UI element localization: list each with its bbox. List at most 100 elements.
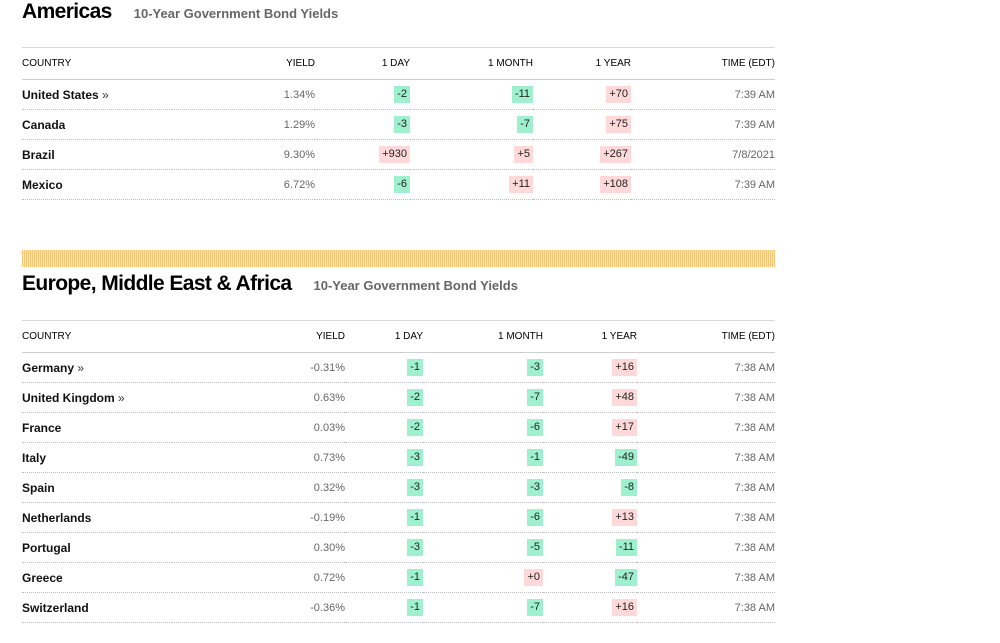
change-month-cell: -3 bbox=[423, 472, 543, 503]
change-badge: +5 bbox=[514, 146, 533, 163]
change-year-cell: -49 bbox=[543, 442, 637, 473]
table-row: Spain 0.32% -3 -3 -8 7:38 AM bbox=[22, 472, 775, 503]
time-cell: 7:39 AM bbox=[631, 109, 775, 140]
change-month-cell: -6 bbox=[423, 502, 543, 533]
change-year-cell: +267 bbox=[533, 139, 631, 170]
change-year-cell: +70 bbox=[533, 79, 631, 110]
emea-section: Europe, Middle East & Africa 10-Year Gov… bbox=[22, 272, 775, 623]
time-cell: 7:38 AM bbox=[637, 562, 775, 593]
column-header-time: TIME (EDT) bbox=[631, 48, 775, 80]
column-header-country: COUNTRY bbox=[22, 321, 172, 353]
change-badge: +48 bbox=[612, 389, 637, 406]
yield-cell: 0.73% bbox=[172, 442, 345, 473]
change-badge: -7 bbox=[527, 599, 543, 616]
time-cell: 7:39 AM bbox=[631, 79, 775, 110]
table-row: France 0.03% -2 -6 +17 7:38 AM bbox=[22, 412, 775, 443]
change-day-cell: -3 bbox=[315, 109, 410, 140]
americas-header: Americas 10-Year Government Bond Yields bbox=[22, 0, 775, 48]
country-cell[interactable]: United States » bbox=[22, 79, 172, 110]
country-cell: Italy bbox=[22, 442, 172, 473]
change-badge: +70 bbox=[606, 86, 631, 103]
change-badge: -7 bbox=[527, 389, 543, 406]
table-row: Italy 0.73% -3 -1 -49 7:38 AM bbox=[22, 442, 775, 473]
country-name: Italy bbox=[22, 450, 47, 465]
change-month-cell: -3 bbox=[423, 352, 543, 383]
time-cell: 7:38 AM bbox=[637, 502, 775, 533]
column-header-1month: 1 MONTH bbox=[423, 321, 543, 353]
country-cell[interactable]: United Kingdom » bbox=[22, 382, 172, 413]
change-badge: -47 bbox=[615, 569, 637, 586]
emea-header: Europe, Middle East & Africa 10-Year Gov… bbox=[22, 272, 775, 321]
change-month-cell: -11 bbox=[410, 79, 533, 110]
change-badge: -3 bbox=[394, 116, 410, 133]
country-name[interactable]: United States bbox=[22, 87, 99, 102]
change-month-cell: -1 bbox=[423, 442, 543, 473]
time-cell: 7:38 AM bbox=[637, 532, 775, 563]
change-month-cell: -6 bbox=[423, 412, 543, 443]
yield-cell: 9.30% bbox=[172, 139, 315, 170]
change-badge: +16 bbox=[612, 359, 637, 376]
country-name: Brazil bbox=[22, 147, 55, 162]
change-badge: +0 bbox=[524, 569, 543, 586]
country-cell: Portugal bbox=[22, 532, 172, 563]
change-badge: -1 bbox=[407, 359, 423, 376]
table-row: Switzerland -0.36% -1 -7 +16 7:38 AM bbox=[22, 592, 775, 623]
section-divider-band bbox=[22, 250, 775, 267]
change-year-cell: +17 bbox=[543, 412, 637, 443]
yield-cell: 1.34% bbox=[172, 79, 315, 110]
section-title: Americas bbox=[22, 0, 112, 23]
time-cell: 7:38 AM bbox=[637, 442, 775, 473]
country-name[interactable]: United Kingdom bbox=[22, 390, 115, 405]
more-link-icon[interactable]: » bbox=[102, 87, 109, 102]
yield-cell: 0.03% bbox=[172, 412, 345, 443]
column-header-yield: YIELD bbox=[172, 321, 345, 353]
yield-cell: 0.63% bbox=[172, 382, 345, 413]
more-link-icon[interactable]: » bbox=[77, 360, 85, 375]
more-link-icon[interactable]: » bbox=[118, 390, 125, 405]
change-month-cell: -7 bbox=[410, 109, 533, 140]
change-year-cell: +16 bbox=[543, 592, 637, 623]
change-year-cell: -8 bbox=[543, 472, 637, 503]
column-header-country: COUNTRY bbox=[22, 48, 172, 80]
country-cell: Mexico bbox=[22, 169, 172, 200]
change-badge: -1 bbox=[407, 599, 423, 616]
country-cell[interactable]: Germany » bbox=[22, 352, 172, 383]
table-row: Brazil 9.30% +930 +5 +267 7/8/2021 bbox=[22, 139, 775, 170]
change-day-cell: -6 bbox=[315, 169, 410, 200]
change-badge: -6 bbox=[527, 419, 543, 436]
yield-cell: -0.36% bbox=[172, 592, 345, 623]
americas-table: COUNTRY YIELD 1 DAY 1 MONTH 1 YEAR TIME … bbox=[22, 48, 775, 200]
change-month-cell: -7 bbox=[423, 592, 543, 623]
change-day-cell: -1 bbox=[345, 562, 423, 593]
change-year-cell: -47 bbox=[543, 562, 637, 593]
change-badge: +13 bbox=[612, 509, 637, 526]
change-badge: -2 bbox=[407, 389, 423, 406]
table-row: Greece 0.72% -1 +0 -47 7:38 AM bbox=[22, 562, 775, 593]
americas-rows: United States » 1.34% -2 -11 +70 7:39 AM Canad… bbox=[22, 79, 775, 200]
change-badge: -3 bbox=[527, 479, 543, 496]
change-badge: +75 bbox=[606, 116, 631, 133]
table-row: Canada 1.29% -3 -7 +75 7:39 AM bbox=[22, 109, 775, 140]
change-year-cell: -11 bbox=[543, 532, 637, 563]
change-badge: -3 bbox=[407, 449, 423, 466]
emea-table: COUNTRY YIELD 1 DAY 1 MONTH 1 YEAR TIME … bbox=[22, 321, 775, 623]
americas-section: Americas 10-Year Government Bond Yields … bbox=[22, 0, 775, 200]
change-badge: -3 bbox=[407, 479, 423, 496]
change-badge: -1 bbox=[527, 449, 543, 466]
country-name[interactable]: Germany bbox=[22, 360, 75, 375]
change-badge: -49 bbox=[615, 449, 637, 466]
country-cell: Brazil bbox=[22, 139, 172, 170]
change-day-cell: -3 bbox=[345, 442, 423, 473]
column-header-1year: 1 YEAR bbox=[543, 321, 637, 353]
yield-cell: -0.19% bbox=[172, 502, 345, 533]
column-header-1month: 1 MONTH bbox=[410, 48, 533, 80]
country-name: France bbox=[22, 420, 62, 435]
change-month-cell: -7 bbox=[423, 382, 543, 413]
change-day-cell: -3 bbox=[345, 532, 423, 563]
change-badge: -3 bbox=[527, 359, 543, 376]
country-name: Switzerland bbox=[22, 600, 89, 615]
change-year-cell: +13 bbox=[543, 502, 637, 533]
change-badge: +17 bbox=[612, 419, 637, 436]
country-name: Greece bbox=[22, 570, 63, 585]
yield-cell: 0.30% bbox=[172, 532, 345, 563]
